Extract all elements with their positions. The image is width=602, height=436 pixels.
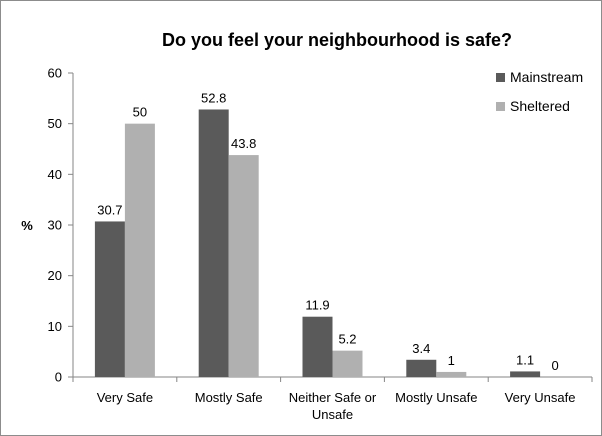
- data-label: 5.2: [338, 332, 356, 347]
- y-tick-label: 10: [48, 319, 62, 334]
- bar: [228, 155, 259, 377]
- y-tick-label: 40: [48, 167, 62, 182]
- y-tick-label: 20: [48, 268, 62, 283]
- legend-swatch: [496, 73, 505, 82]
- bar: [406, 359, 437, 377]
- y-tick-label: 30: [48, 218, 62, 233]
- x-tick-label: Very Safe: [97, 390, 153, 405]
- bar: [332, 350, 363, 377]
- bar: [94, 221, 125, 377]
- data-label: 1.1: [516, 352, 534, 367]
- legend-label: Mainstream: [510, 69, 583, 85]
- data-label: 3.4: [412, 341, 430, 356]
- data-label: 30.7: [97, 202, 122, 217]
- bar: [198, 109, 229, 377]
- y-tick-label: 0: [55, 370, 62, 385]
- data-label: 0: [551, 358, 558, 373]
- data-label: 50: [133, 105, 147, 120]
- bar: [436, 371, 467, 377]
- y-tick-label: 50: [48, 116, 62, 131]
- chart-title: Do you feel your neighbourhood is safe?: [162, 30, 512, 50]
- x-tick-label: Mostly Safe: [195, 390, 263, 405]
- x-tick-label: Neither Safe or: [289, 390, 377, 405]
- legend-label: Sheltered: [510, 98, 570, 114]
- legend: Mainstream Sheltered: [496, 69, 583, 114]
- x-tick-label: Very Unsafe: [505, 390, 576, 405]
- x-tick-label: Mostly Unsafe: [395, 390, 477, 405]
- bar: [124, 123, 155, 378]
- bar: [302, 316, 333, 377]
- x-tick-label: Unsafe: [312, 407, 353, 422]
- y-tick-label: 60: [48, 66, 62, 81]
- bar: [510, 371, 541, 377]
- bars: 30.7 50 52.8 43.8 11.9 5.2 3.4 1 1.1 0: [94, 90, 559, 378]
- legend-swatch: [496, 102, 505, 111]
- y-axis-label: %: [21, 218, 33, 233]
- data-label: 52.8: [201, 90, 226, 105]
- data-label: 11.9: [305, 298, 329, 313]
- data-label: 43.8: [231, 136, 256, 151]
- data-label: 1: [448, 353, 455, 368]
